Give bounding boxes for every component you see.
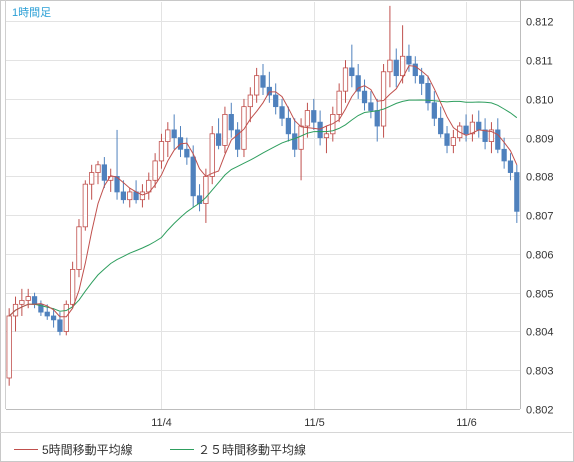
candle-body	[463, 125, 469, 135]
candle-body	[450, 137, 456, 146]
candle-body	[260, 75, 266, 88]
candle-body	[514, 172, 520, 212]
y-tick-label: 0.803	[526, 366, 554, 378]
candle-body	[158, 141, 165, 162]
candle-body	[273, 94, 279, 108]
candle-body	[501, 148, 507, 162]
candle-body	[50, 315, 57, 321]
candle-body	[19, 300, 25, 305]
candle-body	[63, 303, 69, 332]
candle-body	[438, 117, 444, 135]
candle-body	[101, 164, 107, 181]
candle-body	[355, 75, 361, 92]
candle-body	[254, 75, 260, 96]
ma5-line	[8, 65, 518, 318]
candle-body	[266, 86, 272, 96]
legend-ma5: 5時間移動平均線	[14, 441, 133, 458]
candle-body	[82, 183, 88, 228]
candle-body	[114, 176, 120, 193]
candle-body	[482, 129, 488, 142]
candle-body	[209, 133, 215, 177]
y-tick-label: 0.808	[526, 172, 554, 184]
candle-body	[44, 311, 50, 317]
candle-body	[425, 83, 431, 104]
candle-body	[495, 129, 501, 150]
ma25-line	[8, 99, 518, 317]
candle-body	[25, 296, 31, 301]
legend-divider	[0, 432, 572, 433]
candle-body	[152, 160, 158, 181]
y-tick-label: 0.802	[526, 405, 554, 417]
candle-body	[38, 303, 44, 313]
candle-body	[387, 59, 393, 73]
candle-body	[368, 102, 374, 111]
candle-body	[31, 296, 38, 305]
candle-body	[304, 110, 311, 127]
legend-swatch-ma5	[14, 449, 38, 450]
candle-body	[190, 156, 196, 197]
candlestick-chart: 0.812 0.811 0.810 0.809 0.808 0.807 0.806 0.805…	[5, 0, 554, 429]
candle-body	[70, 269, 76, 305]
y-tick-label: 0.809	[526, 134, 554, 146]
candle-body	[374, 110, 380, 127]
candle-body	[507, 160, 514, 173]
candle-body	[298, 125, 304, 150]
candle-body	[241, 106, 247, 150]
candle-body	[488, 129, 495, 142]
candle-body	[165, 129, 171, 142]
y-tick-label: 0.812	[526, 17, 554, 29]
candle-body	[469, 121, 476, 135]
candle-body	[139, 191, 146, 201]
legend-label-ma5: 5時間移動平均線	[42, 443, 133, 457]
y-tick-label: 0.805	[526, 289, 554, 301]
candle-body	[146, 179, 152, 193]
candle-body	[476, 121, 482, 131]
candle-body	[311, 110, 317, 123]
candle-body	[323, 133, 330, 139]
candle-body	[127, 191, 133, 201]
candle-body	[419, 75, 425, 84]
candle-body	[120, 191, 127, 201]
candle-body	[184, 148, 190, 158]
candle-body	[215, 133, 222, 146]
candle-body	[292, 133, 298, 150]
chart-title: 1時間足	[12, 6, 51, 19]
candle-body	[444, 133, 450, 146]
candle-body	[361, 90, 368, 104]
x-tick-label: 11/5	[304, 417, 325, 429]
candle-body	[76, 226, 82, 270]
candle-body	[234, 129, 241, 150]
y-tick-label: 0.806	[526, 250, 554, 262]
candle-body	[412, 63, 418, 77]
candle-body	[279, 106, 285, 119]
y-tick-label: 0.810	[526, 95, 554, 107]
candle-body	[6, 315, 12, 379]
candle-body	[349, 67, 355, 77]
candle-body	[57, 319, 63, 332]
candle-body	[222, 114, 228, 146]
candle-body	[247, 94, 253, 108]
x-tick-label: 11/6	[456, 417, 477, 429]
candle-body	[342, 67, 349, 92]
y-tick-label: 0.804	[526, 327, 554, 339]
candle-body	[399, 55, 406, 77]
candle-body	[89, 172, 95, 185]
legend-label-ma25: ２５時間移動平均線	[198, 443, 307, 457]
candle-body	[336, 90, 342, 115]
legend-ma25: ２５時間移動平均線	[170, 441, 306, 458]
candle-body	[317, 121, 323, 139]
candle-body	[228, 114, 234, 131]
legend-swatch-ma25	[170, 449, 194, 450]
y-tick-label: 0.807	[526, 211, 554, 223]
candle-body	[285, 117, 292, 135]
candle-body	[95, 164, 101, 173]
candle-body	[406, 55, 412, 65]
x-tick-label: 11/4	[151, 417, 172, 429]
candle-body	[393, 59, 399, 77]
candle-body	[431, 102, 437, 119]
y-tick-label: 0.811	[526, 56, 553, 68]
candle-body	[171, 129, 177, 139]
